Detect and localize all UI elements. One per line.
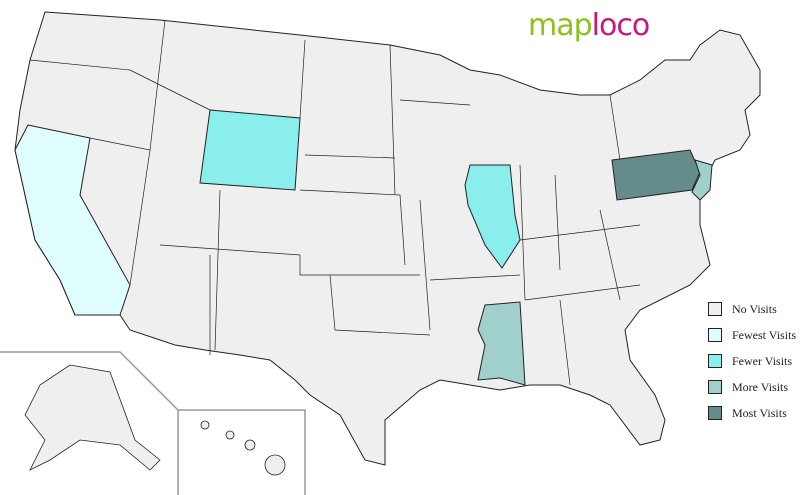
legend-swatch: [708, 406, 722, 420]
legend-label: Most Visits: [732, 405, 787, 420]
logo-part2: loco: [591, 8, 651, 43]
legend-label: Fewer Visits: [732, 353, 793, 368]
state-california[interactable]: [14, 124, 131, 316]
legend-item-fewer-visits: Fewer Visits: [708, 348, 796, 374]
legend-swatch: [708, 328, 722, 342]
logo-part1: map: [528, 8, 593, 43]
legend-item-more-visits: More Visits: [708, 374, 796, 400]
us-outline: [14, 11, 761, 466]
state-alaska[interactable]: [24, 364, 161, 471]
state-hawaii[interactable]: [200, 420, 286, 476]
legend: No Visits Fewest Visits Fewer Visits Mor…: [708, 296, 796, 426]
state-new-jersey[interactable]: [691, 159, 713, 201]
legend-label: Fewest Visits: [732, 327, 797, 342]
state-borders: [29, 19, 641, 386]
legend-label: No Visits: [732, 301, 777, 316]
alaska-inset-frame: [0, 351, 306, 495]
state-wyoming[interactable]: [199, 109, 301, 191]
legend-item-fewest-visits: Fewest Visits: [708, 322, 796, 348]
legend-label: More Visits: [732, 379, 789, 394]
legend-swatch: [708, 354, 722, 368]
state-mississippi[interactable]: [477, 301, 526, 386]
legend-swatch: [708, 302, 722, 316]
maploco-logo: maploco: [528, 8, 651, 43]
legend-item-no-visits: No Visits: [708, 296, 796, 322]
state-illinois[interactable]: [464, 164, 521, 269]
legend-item-most-visits: Most Visits: [708, 400, 796, 426]
legend-swatch: [708, 380, 722, 394]
state-pennsylvania[interactable]: [611, 149, 701, 201]
